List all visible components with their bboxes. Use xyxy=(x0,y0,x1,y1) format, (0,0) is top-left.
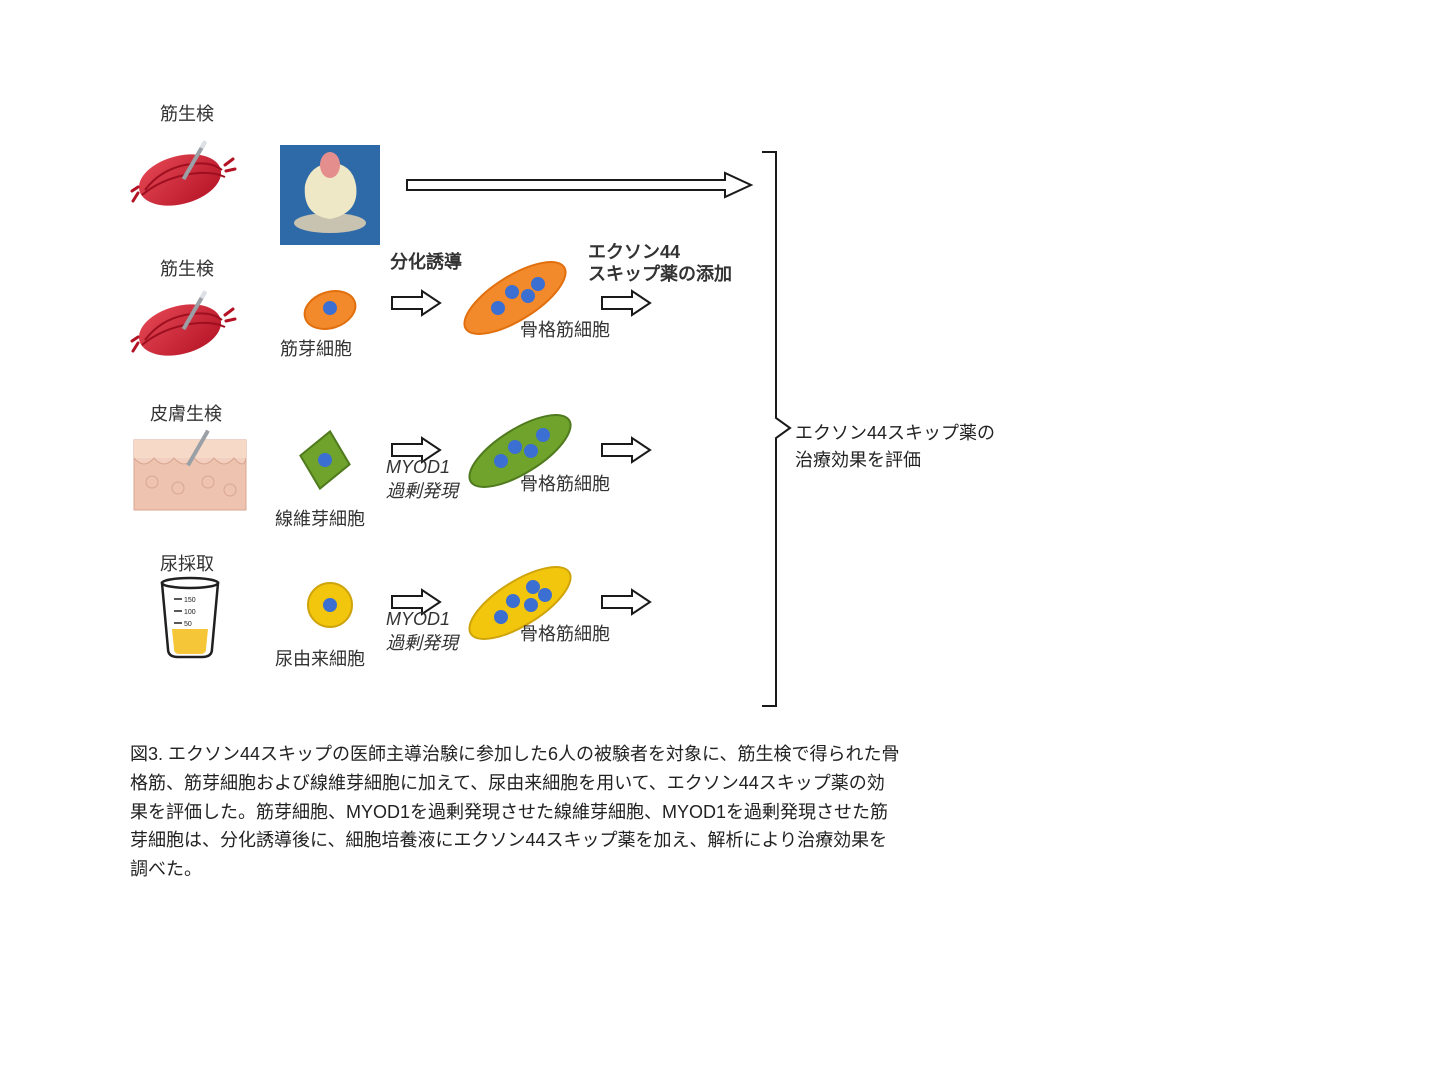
svg-text:50: 50 xyxy=(184,621,192,628)
label-source-4: 尿採取 xyxy=(160,550,214,576)
label-myod1-4: MYOD1 xyxy=(386,609,450,630)
tissue-photo-icon xyxy=(280,145,380,245)
label-overexp-4: 過剰発現 xyxy=(386,629,458,655)
row-urine: 尿採取 150 100 50 尿由来細胞 MYOD1 過剰発現 xyxy=(130,575,1130,735)
label-skeletal-3: 骨格筋細胞 xyxy=(520,470,610,496)
muscle-icon-2 xyxy=(130,285,240,375)
label-skeletal-4: 骨格筋細胞 xyxy=(520,620,610,646)
urine-cell-icon xyxy=(300,575,360,635)
arrow-icon-r2b xyxy=(600,288,654,318)
label-myod1-3: MYOD1 xyxy=(386,457,450,478)
muscle-icon xyxy=(130,135,240,225)
bracket-icon xyxy=(760,150,800,710)
label-skeletal-2: 骨格筋細胞 xyxy=(520,316,610,342)
myoblast-cell-icon xyxy=(295,280,365,340)
fibroblast-cell-icon xyxy=(290,425,360,495)
label-source-3: 皮膚生検 xyxy=(150,400,222,426)
row-myoblast: 筋生検 筋芽細胞 分化誘導 骨格筋細胞 エクソン44 xyxy=(130,260,1130,415)
bracket-label-line2: 治療効果を評価 xyxy=(795,450,921,470)
label-myoblast: 筋芽細胞 xyxy=(280,335,352,361)
arrow-icon-r3b xyxy=(600,435,654,465)
skin-biopsy-icon xyxy=(130,430,250,520)
label-source-2: 筋生検 xyxy=(160,255,214,281)
figure-caption: 図3. エクソン44スキップの医師主導治験に参加した6人の被験者を対象に、筋生検… xyxy=(130,740,900,884)
label-urine-cell: 尿由来細胞 xyxy=(275,645,365,671)
label-overexp-3: 過剰発現 xyxy=(386,477,458,503)
bracket-label: エクソン44スキップ薬の 治療効果を評価 xyxy=(795,420,995,474)
label-drug-line2: スキップ薬の添加 xyxy=(588,260,732,286)
svg-text:100: 100 xyxy=(184,609,196,616)
bracket-label-line1: エクソン44スキップ薬の xyxy=(795,423,995,443)
label-fibroblast: 線維芽細胞 xyxy=(275,505,365,531)
arrow-icon-r4b xyxy=(600,587,654,617)
arrow-icon-r2a xyxy=(390,288,444,318)
long-arrow-icon xyxy=(405,170,755,200)
urine-beaker-icon: 150 100 50 xyxy=(150,575,230,665)
svg-text:150: 150 xyxy=(184,597,196,604)
label-source-1: 筋生検 xyxy=(160,100,214,126)
